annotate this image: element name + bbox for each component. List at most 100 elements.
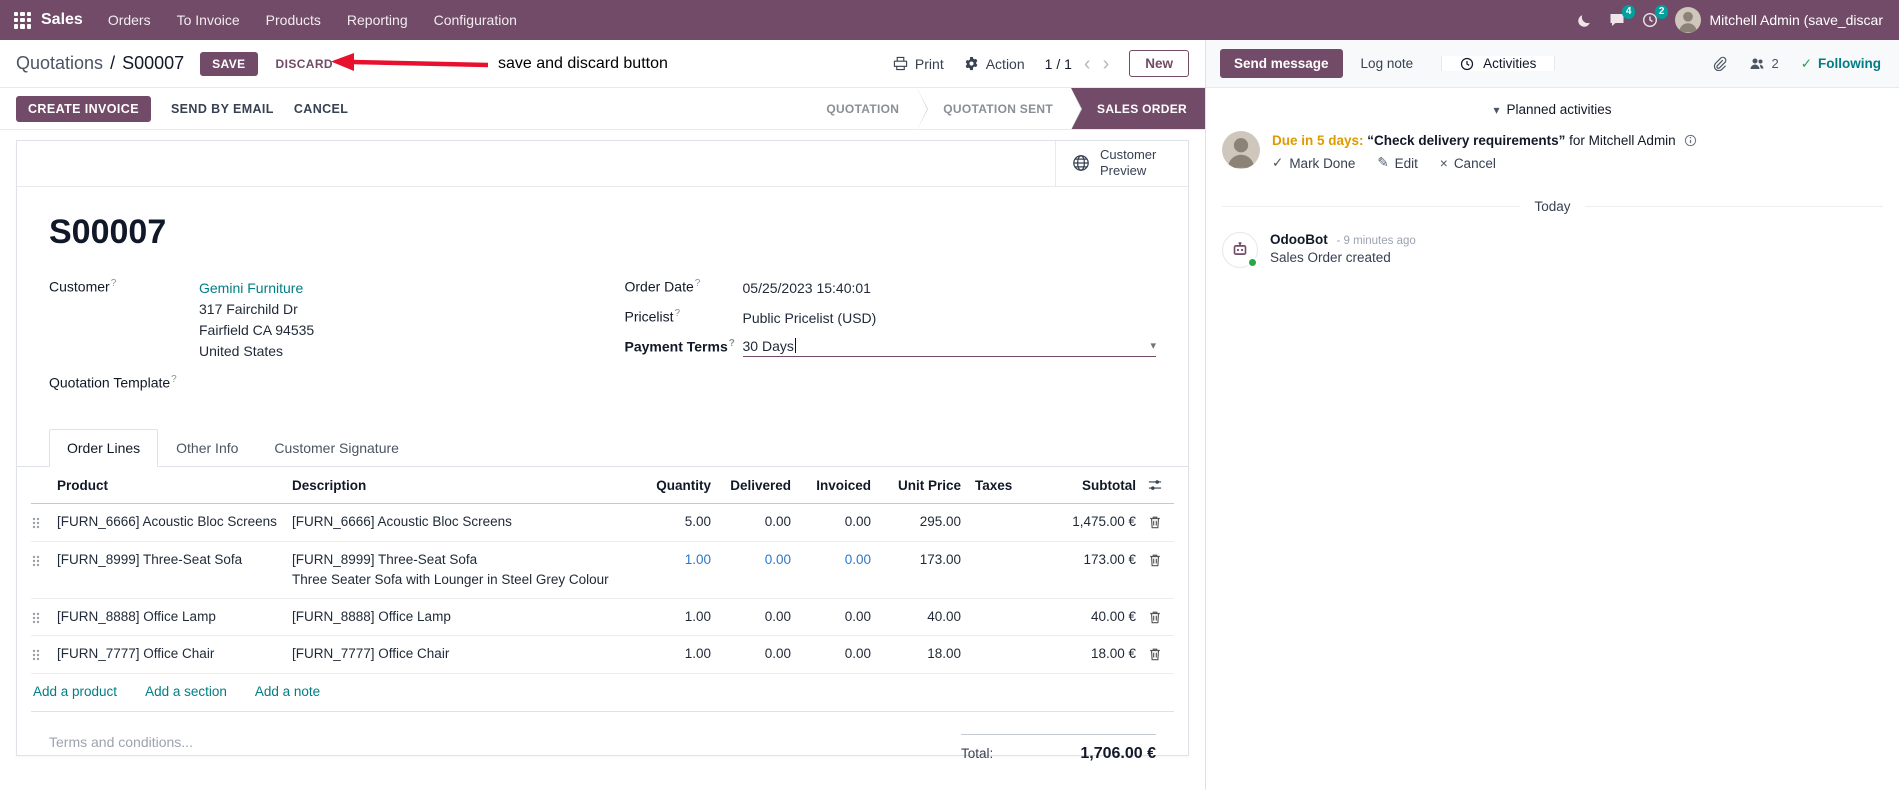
line-product[interactable]: [FURN_8888] Office Lamp	[57, 609, 216, 625]
header-unit-price[interactable]: Unit Price	[897, 478, 961, 494]
info-icon[interactable]	[1684, 134, 1697, 147]
header-taxes[interactable]: Taxes	[975, 478, 1013, 494]
following-button[interactable]: ✓ Following	[1801, 56, 1881, 72]
log-note-button[interactable]: Log note	[1353, 49, 1422, 78]
drag-handle-icon[interactable]	[31, 550, 57, 568]
line-product[interactable]: [FURN_6666] Acoustic Bloc Screens	[57, 514, 277, 530]
customer-link[interactable]: Gemini Furniture	[199, 279, 304, 296]
tab-customer-signature[interactable]: Customer Signature	[274, 440, 399, 457]
delete-line-icon[interactable]	[1144, 550, 1174, 567]
drag-handle-icon[interactable]	[31, 644, 57, 662]
line-description[interactable]: [FURN_6666] Acoustic Bloc Screens	[292, 512, 639, 532]
user-menu[interactable]: Mitchell Admin (save_discar	[1675, 7, 1883, 33]
breadcrumb-separator: /	[110, 53, 116, 73]
line-product[interactable]: [FURN_8999] Three-Seat Sofa	[57, 551, 243, 567]
line-delivered[interactable]: 0.00	[764, 646, 791, 662]
cancel-button[interactable]: CANCEL	[293, 101, 349, 116]
header-delivered[interactable]: Delivered	[730, 478, 791, 494]
header-subtotal[interactable]: Subtotal	[1082, 478, 1136, 494]
discard-button[interactable]: DISCARD	[275, 56, 333, 71]
menu-products[interactable]: Products	[265, 12, 321, 28]
order-date-value[interactable]: 05/25/2023 15:40:01	[742, 279, 871, 296]
activities-clock-icon[interactable]: 2	[1642, 5, 1669, 28]
attachment-paperclip-icon[interactable]	[1712, 56, 1727, 71]
payment-terms-input[interactable]: 30 Days ▾	[742, 338, 1156, 357]
drag-handle-icon[interactable]	[31, 512, 57, 530]
activities-tab[interactable]: Activities	[1441, 56, 1556, 71]
line-unit-price[interactable]: 18.00	[927, 646, 961, 662]
message-author[interactable]: OdooBot	[1270, 232, 1328, 248]
header-description[interactable]: Description	[292, 478, 367, 494]
action-button[interactable]: Action	[964, 56, 1025, 72]
followers-button[interactable]: 2	[1749, 56, 1779, 72]
line-unit-price[interactable]: 40.00	[927, 609, 961, 625]
add-product-link[interactable]: Add a product	[33, 683, 118, 699]
terms-and-conditions-input[interactable]: Terms and conditions...	[49, 733, 193, 750]
line-invoiced[interactable]: 0.00	[844, 551, 871, 567]
line-description[interactable]: [FURN_7777] Office Chair	[292, 644, 639, 664]
line-invoiced[interactable]: 0.00	[844, 609, 871, 625]
stage-quotation-sent[interactable]: QUOTATION SENT	[917, 88, 1082, 130]
field-group-right: Order Date? 05/25/2023 15:40:01 Pricelis…	[624, 278, 1156, 400]
edit-activity-button[interactable]: ✎ Edit	[1377, 155, 1418, 171]
cancel-activity-button[interactable]: × Cancel	[1440, 155, 1496, 171]
line-quantity[interactable]: 5.00	[684, 514, 711, 530]
create-invoice-button[interactable]: CREATE INVOICE	[16, 95, 151, 122]
dark-mode-moon-icon[interactable]	[1577, 13, 1592, 28]
tab-order-lines[interactable]: Order Lines	[49, 429, 159, 468]
delete-line-icon[interactable]	[1144, 512, 1174, 529]
header-quantity[interactable]: Quantity	[656, 478, 711, 494]
line-unit-price[interactable]: 295.00	[919, 514, 961, 530]
line-product[interactable]: [FURN_7777] Office Chair	[57, 646, 215, 662]
line-quantity[interactable]: 1.00	[684, 609, 711, 625]
order-line-row: [FURN_8999] Three-Seat Sofa [FURN_8999] …	[31, 542, 1174, 600]
apps-grid-icon[interactable]	[14, 11, 31, 29]
menu-configuration[interactable]: Configuration	[433, 12, 517, 28]
optional-columns-icon[interactable]	[1144, 476, 1174, 492]
customer-preview-button[interactable]: Customer Preview	[1055, 141, 1188, 186]
line-invoiced[interactable]: 0.00	[844, 646, 871, 662]
menu-to-invoice[interactable]: To Invoice	[176, 12, 240, 28]
odoobot-avatar[interactable]	[1222, 232, 1258, 269]
header-invoiced[interactable]: Invoiced	[816, 478, 871, 494]
add-section-link[interactable]: Add a section	[145, 683, 227, 699]
new-button[interactable]: New	[1129, 50, 1189, 77]
stage-sales-order[interactable]: SALES ORDER	[1071, 88, 1205, 129]
messages-icon[interactable]: 4	[1609, 5, 1636, 28]
payment-terms-label: Payment Terms?	[624, 337, 735, 355]
field-groups: Customer? Gemini Furniture 317 Fairchild…	[49, 278, 1156, 400]
line-description[interactable]: [FURN_8888] Office Lamp	[292, 607, 639, 627]
delete-line-icon[interactable]	[1144, 607, 1174, 624]
line-delivered[interactable]: 0.00	[764, 551, 791, 567]
tab-other-info[interactable]: Other Info	[176, 440, 239, 457]
line-invoiced[interactable]: 0.00	[844, 514, 871, 530]
drag-handle-icon[interactable]	[31, 607, 57, 625]
header-product[interactable]: Product	[57, 478, 109, 494]
line-unit-price[interactable]: 173.00	[919, 551, 961, 567]
planned-activities-header[interactable]: ▾ Planned activities	[1206, 102, 1899, 117]
pricelist-value[interactable]: Public Pricelist (USD)	[742, 309, 877, 326]
gear-icon	[964, 56, 979, 71]
send-by-email-button[interactable]: SEND BY EMAIL	[170, 101, 274, 116]
line-quantity[interactable]: 1.00	[684, 551, 711, 567]
delete-line-icon[interactable]	[1144, 644, 1174, 661]
line-description[interactable]: [FURN_8999] Three-Seat Sofa Three Seater…	[292, 550, 639, 591]
app-name[interactable]: Sales	[41, 11, 83, 28]
menu-reporting[interactable]: Reporting	[346, 12, 408, 28]
quotation-template-input[interactable]	[199, 374, 581, 391]
pager-next-icon[interactable]: ›	[1102, 52, 1110, 75]
pager-previous-icon[interactable]: ‹	[1083, 52, 1091, 75]
save-button[interactable]: SAVE	[200, 51, 258, 76]
add-note-link[interactable]: Add a note	[254, 683, 321, 699]
dropdown-caret-icon[interactable]: ▾	[1150, 340, 1156, 352]
line-quantity[interactable]: 1.00	[684, 646, 711, 662]
line-delivered[interactable]: 0.00	[764, 514, 791, 530]
line-delivered[interactable]: 0.00	[764, 609, 791, 625]
print-button[interactable]: Print	[893, 56, 944, 72]
activity-user-avatar[interactable]	[1222, 131, 1260, 169]
send-message-button[interactable]: Send message	[1220, 49, 1343, 78]
stage-quotation[interactable]: QUOTATION	[800, 88, 929, 130]
breadcrumb-quotations[interactable]: Quotations	[16, 53, 104, 73]
mark-done-button[interactable]: ✓ Mark Done	[1272, 155, 1355, 171]
menu-orders[interactable]: Orders	[107, 12, 151, 28]
